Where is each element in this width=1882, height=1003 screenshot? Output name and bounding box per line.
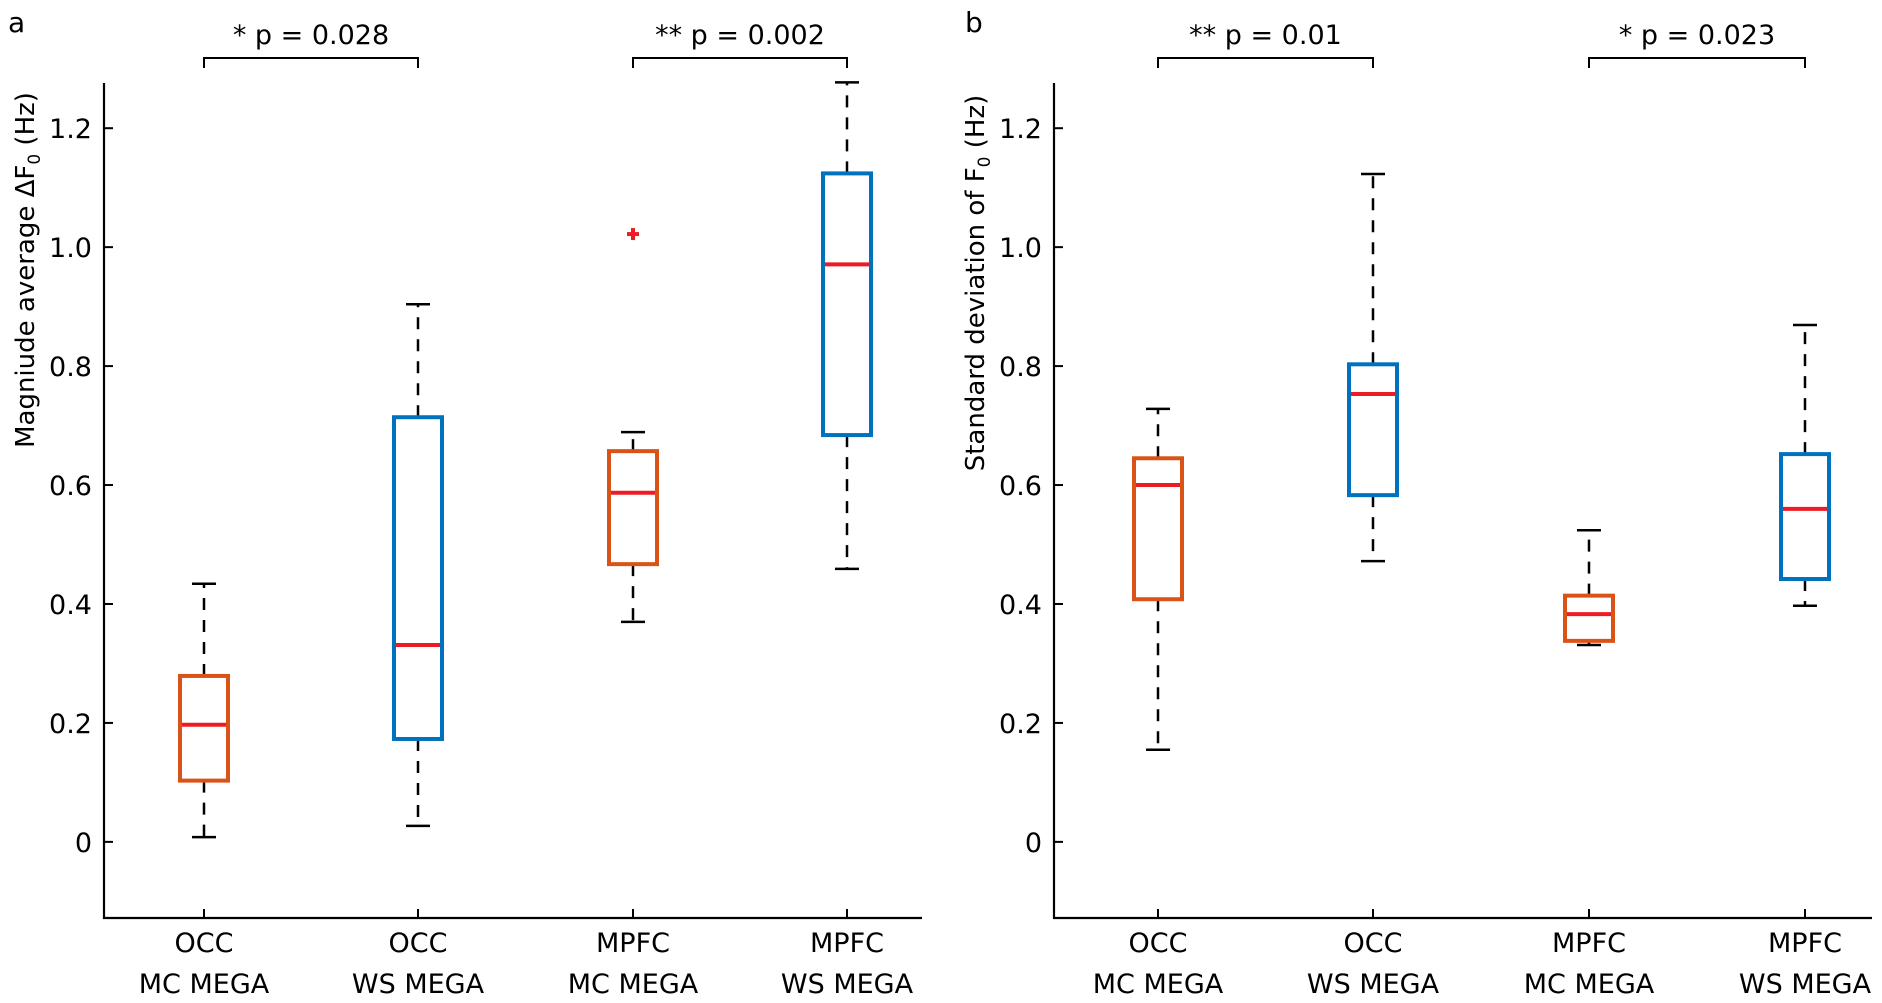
box-iqr <box>1779 452 1831 582</box>
box-iqr <box>392 415 444 741</box>
box-4 <box>1779 323 1831 608</box>
y-axis-label-a: Magniude average ΔF0 (Hz) <box>11 92 45 448</box>
significance-bracket: * p = 0.028 <box>203 20 419 68</box>
panel-letter-a: a <box>8 6 25 39</box>
box-1 <box>1132 407 1184 751</box>
y-tick-label: 0 <box>75 828 92 859</box>
y-tick-label: 0.6 <box>49 471 92 502</box>
box-4 <box>821 81 873 571</box>
box-iqr <box>1563 593 1615 643</box>
outlier-marker <box>627 228 639 241</box>
box-2 <box>1347 172 1399 563</box>
x-tick-label-line2: WS MEGA <box>1739 969 1872 1000</box>
significance-label: ** p = 0.01 <box>1189 20 1342 51</box>
x-tick-label-line2: WS MEGA <box>781 969 914 1000</box>
bracket-line <box>632 57 848 68</box>
significance-bracket: ** p = 0.002 <box>632 20 848 68</box>
x-tick-label-line2: MC MEGA <box>139 969 270 1000</box>
x-tick-label-line1: MPFC <box>810 928 884 959</box>
x-tick-label-line2: MC MEGA <box>568 969 699 1000</box>
x-tick-label-line2: WS MEGA <box>1307 969 1440 1000</box>
y-tick-label: 0.8 <box>49 352 92 383</box>
x-tick-label-line1: OCC <box>1344 928 1403 959</box>
y-tick-label: 0.2 <box>999 709 1042 740</box>
box-iqr <box>821 171 873 438</box>
significance-label: * p = 0.028 <box>233 20 389 51</box>
significance-bracket: * p = 0.023 <box>1588 20 1806 68</box>
panel-b: b Standard deviation of F0 (Hz) 00.20.40… <box>961 6 1872 1000</box>
bracket-line <box>203 57 419 68</box>
box-3 <box>1563 528 1615 647</box>
x-tick-label-line1: MPFC <box>1768 928 1842 959</box>
y-tick-label: 1.0 <box>49 233 92 264</box>
box-2 <box>392 302 444 828</box>
x-tick-label-line1: MPFC <box>1552 928 1626 959</box>
box-3 <box>607 228 659 624</box>
x-tick-label-line2: WS MEGA <box>352 969 485 1000</box>
y-tick-label: 0 <box>1025 828 1042 859</box>
significance-bracket: ** p = 0.01 <box>1157 20 1374 68</box>
bracket-line <box>1157 57 1374 68</box>
y-axis-label-subscript: 0 <box>975 156 995 167</box>
significance-label: * p = 0.023 <box>1619 20 1775 51</box>
y-axis-label-b: Standard deviation of F0 (Hz) <box>961 95 995 472</box>
panel-letter-b: b <box>965 6 983 39</box>
y-tick-label: 0.4 <box>999 590 1042 621</box>
y-tick-label: 0.6 <box>999 471 1042 502</box>
y-axis-label-main: Magniude average ΔF <box>11 165 41 448</box>
y-tick-label: 0.4 <box>49 590 92 621</box>
x-tick-label-line1: MPFC <box>596 928 670 959</box>
x-tick-label-line1: OCC <box>389 928 448 959</box>
y-tick-label: 1.2 <box>49 114 92 145</box>
box-1 <box>178 582 230 839</box>
box-iqr <box>607 449 659 567</box>
significance-label: ** p = 0.002 <box>655 20 825 51</box>
bracket-line <box>1588 57 1806 68</box>
y-tick-label: 0.8 <box>999 352 1042 383</box>
panel-a: a Magniude average ΔF0 (Hz) 00.20.40.60.… <box>8 6 922 1000</box>
x-tick-label-line1: OCC <box>1129 928 1188 959</box>
y-tick-label: 0.2 <box>49 709 92 740</box>
x-tick-label-line2: MC MEGA <box>1093 969 1224 1000</box>
box-iqr <box>1347 362 1399 498</box>
box-iqr <box>1132 456 1184 602</box>
x-tick-label-line1: OCC <box>175 928 234 959</box>
y-axis-label-unit: (Hz) <box>961 95 991 157</box>
y-tick-label: 1.2 <box>999 114 1042 145</box>
y-axis-label-unit: (Hz) <box>11 92 41 154</box>
y-tick-label: 1.0 <box>999 233 1042 264</box>
y-axis-label-subscript: 0 <box>25 154 45 165</box>
y-axis-label-main: Standard deviation of F <box>961 167 991 471</box>
box-iqr <box>178 673 230 783</box>
x-tick-label-line2: MC MEGA <box>1524 969 1655 1000</box>
